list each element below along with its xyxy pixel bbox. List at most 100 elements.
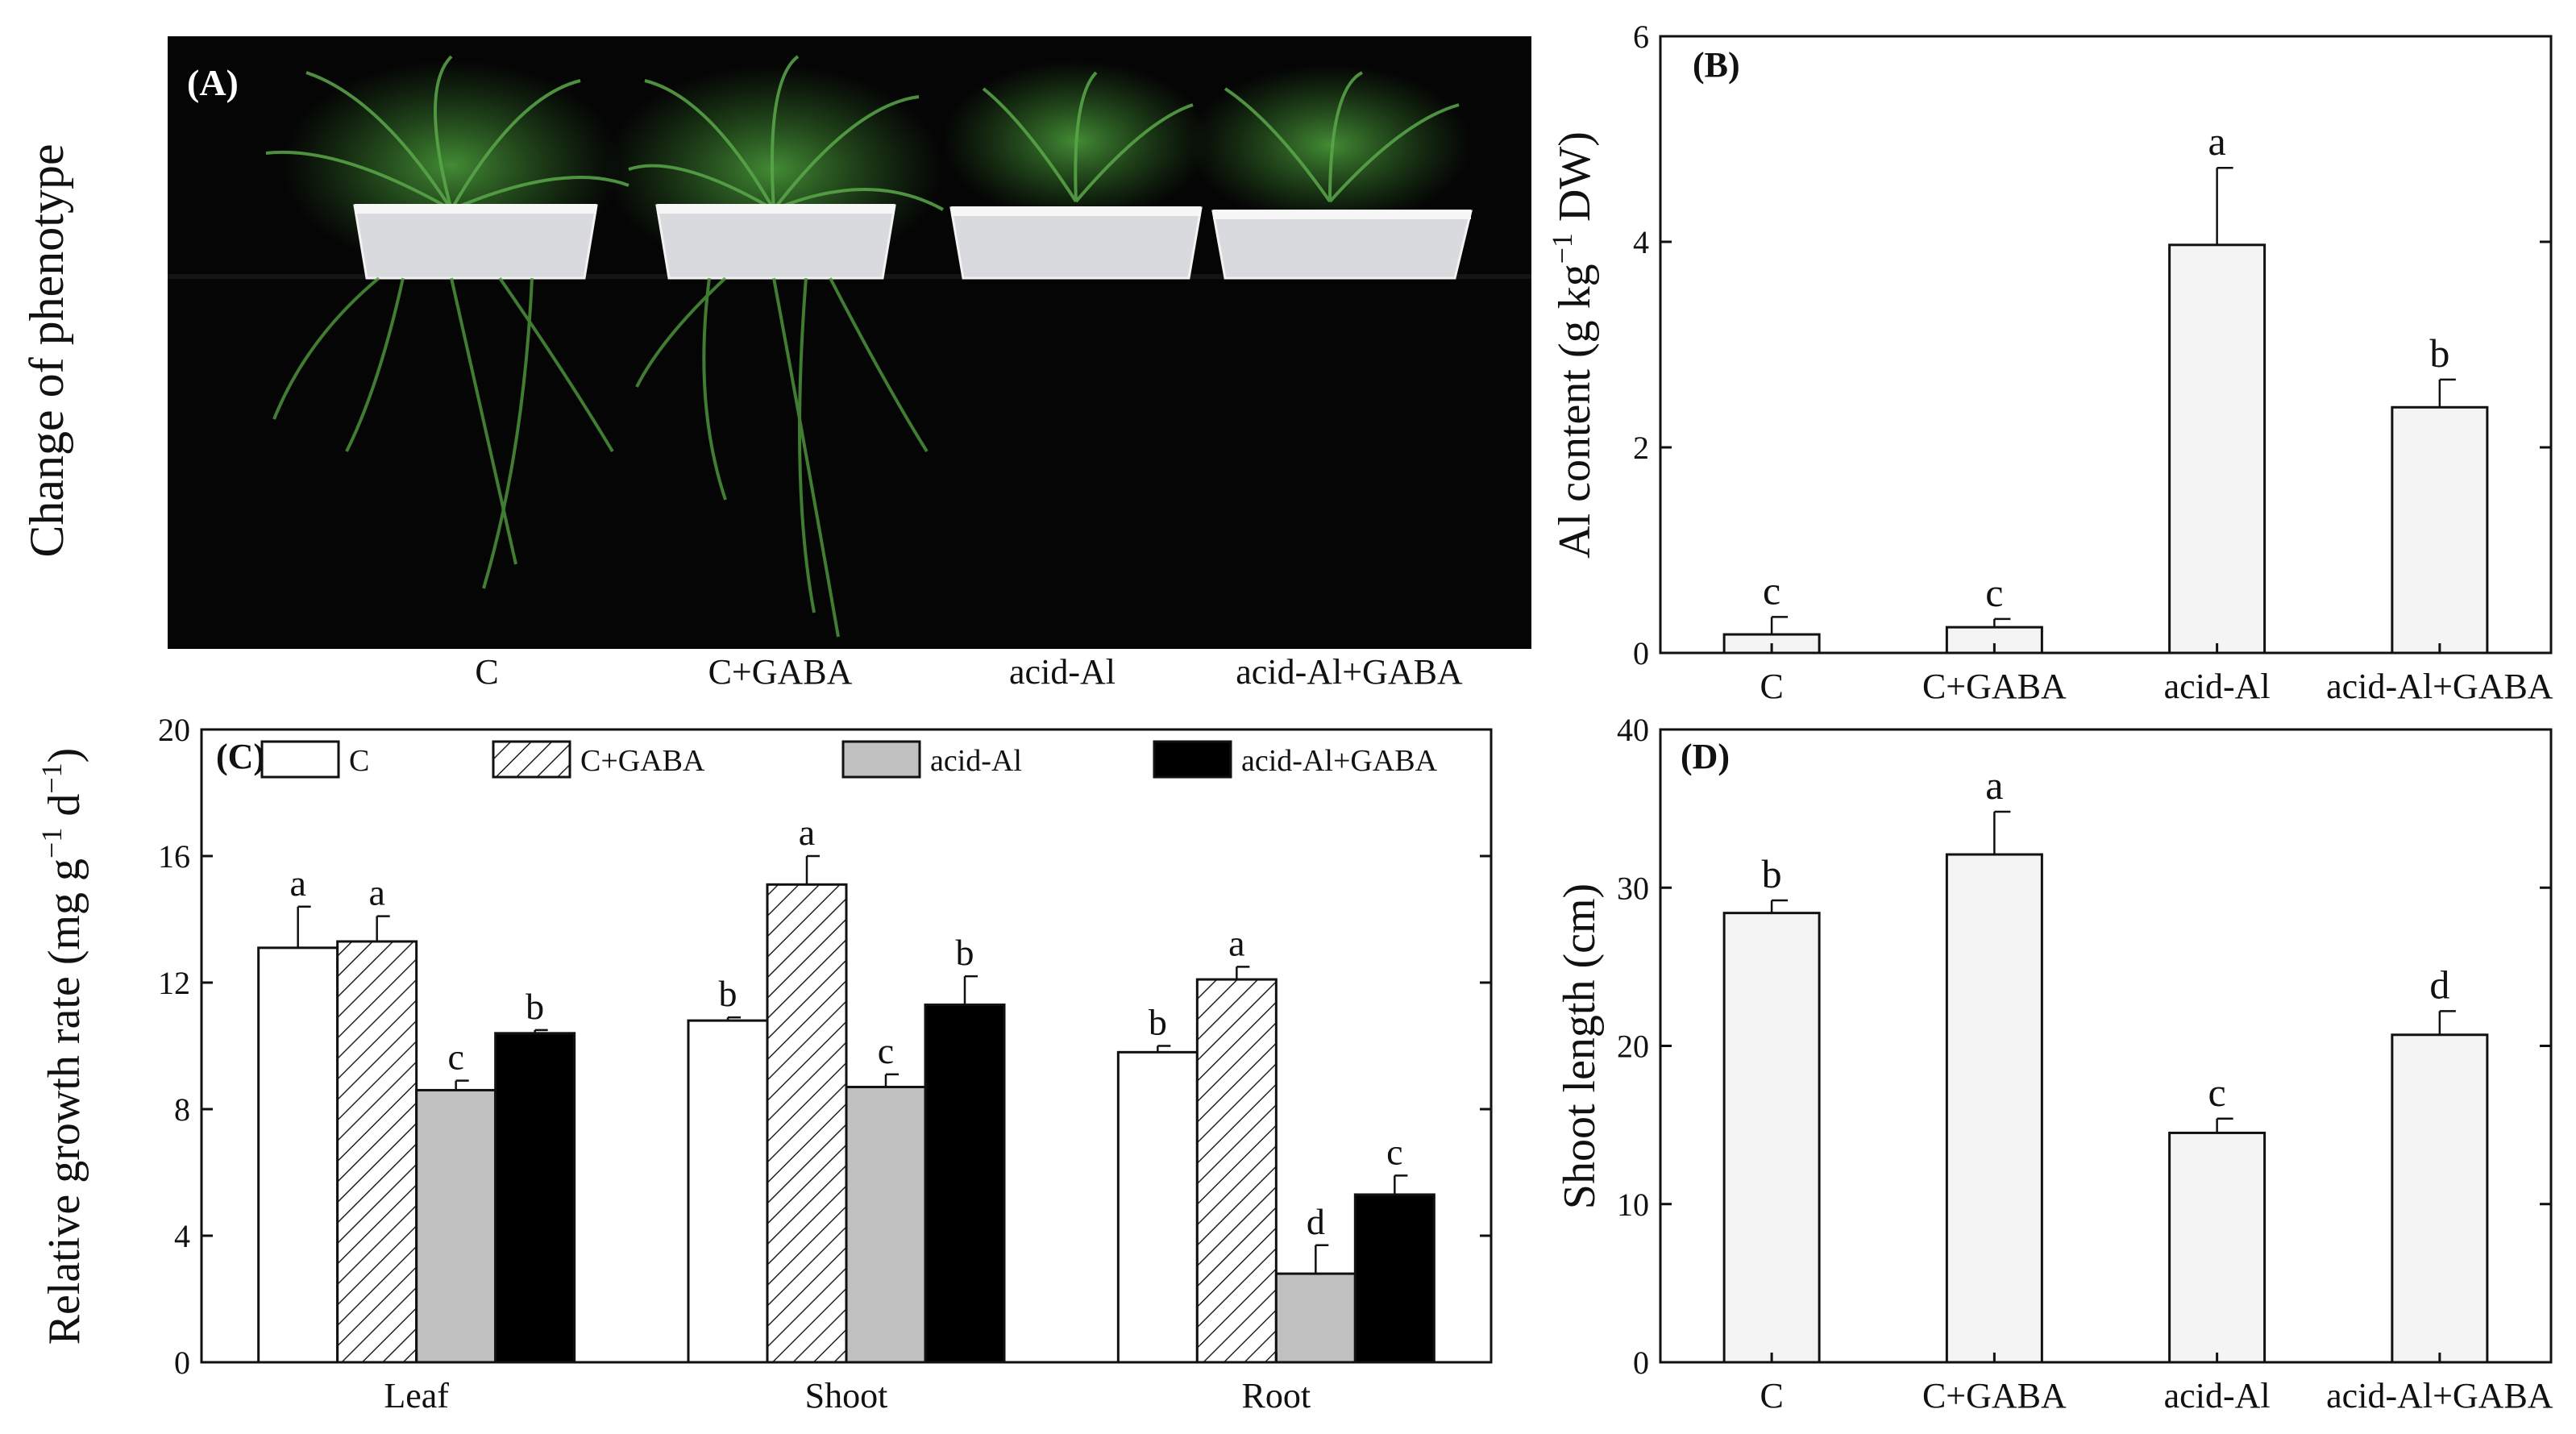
y-tick-label: 20: [158, 712, 190, 748]
x-tick-label: C+GABA: [1922, 667, 2067, 706]
chart-c-panel-label: (C): [216, 737, 265, 776]
x-tick-label: acid-Al: [2164, 1376, 2271, 1415]
chart-c-x-labels: Leaf Shoot Root: [384, 1376, 1311, 1415]
x-tick-label: Shoot: [805, 1376, 888, 1415]
bar: [494, 1032, 576, 1364]
legend-swatch: [492, 740, 571, 779]
chart-b-plot-frame: [1659, 35, 2553, 655]
y-tick-label: 30: [1617, 870, 1649, 906]
bar: [845, 1086, 927, 1364]
legend-label: acid-Al+GABA: [1241, 744, 1438, 778]
y-tick-label: 20: [1617, 1029, 1649, 1065]
y-tick-label: 0: [1633, 1345, 1649, 1381]
significance-letter: b: [956, 932, 974, 973]
significance-letter: c: [2208, 1070, 2226, 1115]
chart-d-y-axis-label: Shoot length (cm): [1555, 883, 1605, 1209]
chart-c-y-axis-label: Relative growth rate (mg g−1 d−1): [35, 748, 89, 1345]
y-tick-label: 10: [1617, 1187, 1649, 1223]
bar: [257, 946, 339, 1364]
x-tick-label: acid-Al+GABA: [2326, 1376, 2553, 1415]
legend-label: C: [349, 744, 369, 778]
treatment-label: acid-Al+GABA: [1236, 652, 1463, 692]
bar: [687, 1019, 769, 1364]
bar: [766, 883, 848, 1364]
plant-trays-illustration: [168, 55, 1531, 638]
treatment-label: C: [475, 652, 498, 692]
legend-label: acid-Al: [930, 744, 1022, 778]
significance-letter: b: [1762, 851, 1782, 896]
bar: [336, 940, 418, 1364]
bar: [1722, 912, 1821, 1364]
y-tick-label: 12: [158, 965, 190, 1001]
significance-letter: b: [1149, 1002, 1167, 1043]
y-tick-label: 6: [1633, 19, 1649, 55]
chart-d: (D) Shoot length (cm) 0 10 20 30 40 b a c d C C+…: [1555, 712, 2553, 1415]
chart-b-bars: c c a b: [1722, 118, 2489, 655]
treatment-label: C+GABA: [708, 652, 853, 692]
y-tick-label: 4: [174, 1218, 190, 1254]
bar: [924, 1003, 1006, 1364]
y-tick-label: 8: [174, 1091, 190, 1128]
bar: [2168, 243, 2266, 655]
legend-swatch: [841, 740, 921, 779]
y-tick-label: 40: [1617, 712, 1649, 748]
significance-letter: c: [1386, 1131, 1402, 1172]
significance-letter: b: [719, 973, 737, 1014]
x-tick-label: acid-Al: [2164, 667, 2271, 706]
bar: [415, 1088, 497, 1364]
y-tick-label: 0: [174, 1345, 190, 1381]
treatment-labels: C C+GABA acid-Al acid-Al+GABA: [475, 652, 1463, 692]
x-tick-label: Root: [1242, 1376, 1311, 1415]
significance-letter: a: [368, 872, 384, 913]
y-tick-label: 0: [1633, 635, 1649, 671]
significance-letter: b: [526, 986, 544, 1027]
x-tick-label: C+GABA: [1922, 1376, 2067, 1415]
chart-c-y-ticks: 0 4 8 12 16 20: [158, 712, 1491, 1381]
bar: [1353, 1193, 1435, 1364]
x-tick-label: C: [1760, 667, 1783, 706]
significance-letter: a: [289, 862, 305, 904]
chart-c-legend: C C+GABA acid-Al acid-Al+GABA: [260, 740, 1438, 779]
bar: [1116, 1050, 1199, 1364]
significance-letter: a: [2208, 118, 2226, 164]
phenotype-side-label: Change of phenotype: [20, 143, 73, 557]
bar: [1945, 853, 2043, 1364]
bar: [1274, 1272, 1357, 1364]
legend-swatch: [1153, 740, 1232, 779]
significance-letter: b: [2429, 330, 2449, 376]
significance-letter: d: [2429, 962, 2449, 1007]
chart-b: (B) Al content (g kg−1 DW) 0 2 4 6 c c a b C C+…: [1546, 19, 2553, 706]
significance-letter: c: [1763, 567, 1780, 613]
y-tick-label: 16: [158, 838, 190, 875]
significance-letter: a: [1228, 922, 1244, 963]
bar: [1195, 978, 1278, 1364]
bar: [2391, 405, 2489, 655]
chart-b-x-labels: C C+GABA acid-Al acid-Al+GABA: [1760, 667, 2553, 706]
x-tick-label: Leaf: [384, 1376, 449, 1415]
panel-a-label: (A): [187, 62, 239, 103]
x-tick-label: C: [1760, 1376, 1783, 1415]
bar: [2391, 1033, 2489, 1364]
bar: [2168, 1131, 2266, 1364]
chart-d-y-ticks: 0 10 20 30 40: [1617, 712, 2551, 1381]
chart-b-y-axis-label: Al content (g kg−1 DW): [1546, 131, 1600, 559]
legend-swatch: [260, 740, 340, 779]
chart-b-y-ticks: 0 2 4 6: [1633, 19, 2551, 671]
significance-letter: a: [1985, 763, 2003, 808]
legend-label: C+GABA: [580, 744, 705, 778]
chart-b-panel-label: (B): [1693, 45, 1740, 85]
chart-d-bars: b a c d: [1722, 763, 2489, 1364]
significance-letter: d: [1307, 1201, 1325, 1242]
chart-d-panel-label: (D): [1681, 737, 1730, 776]
panel-a: Change of phenotype: [20, 36, 1531, 692]
significance-letter: c: [1985, 570, 2003, 615]
x-tick-label: acid-Al+GABA: [2326, 667, 2553, 706]
chart-c-bars: a a c b b a c b b a d c: [257, 812, 1435, 1364]
y-tick-label: 4: [1633, 224, 1649, 260]
chart-d-x-labels: C C+GABA acid-Al acid-Al+GABA: [1760, 1376, 2553, 1415]
significance-letter: c: [878, 1030, 894, 1071]
y-tick-label: 2: [1633, 430, 1649, 466]
significance-letter: a: [799, 812, 815, 853]
